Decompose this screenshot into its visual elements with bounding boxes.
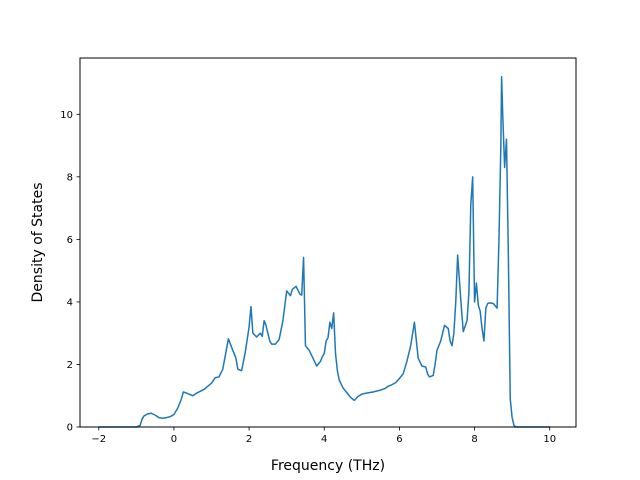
axis-ticks: −2 0 2 4 6 8 10 0 2 4 6 8 10 [60,110,556,445]
x-tick-label: 6 [396,434,402,445]
plot-area [98,76,550,428]
x-tick-label: 10 [543,434,556,445]
x-tick-label: −2 [91,434,106,445]
y-tick-label: 6 [67,235,73,246]
x-tick-label: 2 [246,434,252,445]
x-tick-label: 0 [171,434,177,445]
axes-frame [79,57,577,428]
x-axis-label: Frequency (THz) [271,458,385,474]
x-tick-label: 8 [471,434,477,445]
y-axis-label: Density of States [30,183,46,303]
y-tick-label: 4 [67,297,73,308]
y-tick-label: 0 [67,423,73,434]
x-tick-label: 4 [321,434,327,445]
y-tick-label: 2 [67,360,73,371]
y-tick-label: 10 [60,110,73,121]
y-tick-label: 8 [67,172,73,183]
dos-series-line [98,76,550,428]
